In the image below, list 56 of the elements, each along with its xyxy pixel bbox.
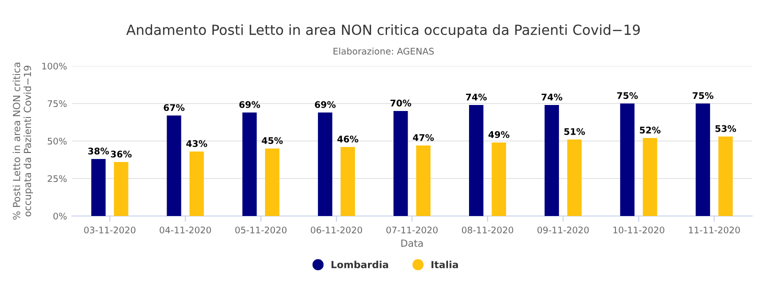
bar [340, 147, 355, 216]
data-label: 51% [564, 128, 585, 135]
data-label: 67% [164, 104, 185, 111]
bar [469, 105, 484, 216]
bar [166, 116, 182, 216]
data-label: 45% [262, 137, 283, 144]
bar [114, 162, 128, 216]
bar [242, 112, 257, 216]
y-axis-title: % Posti Letto in area NON critica occupata da Pazienti Covid−19 [12, 62, 33, 220]
data-label: 70% [390, 100, 412, 106]
legend-label: Italia [432, 260, 458, 268]
data-label: 36% [110, 150, 132, 158]
bar [393, 111, 408, 216]
bar [567, 140, 582, 216]
data-label: 47% [412, 134, 434, 141]
y-tick-label: 100% [42, 62, 67, 70]
bar [620, 104, 635, 216]
y-tick-label: 75% [48, 100, 67, 108]
x-tick-label: 11-11-2020 [688, 226, 740, 234]
bar [544, 105, 559, 216]
data-label: 69% [239, 101, 260, 108]
x-axis-title: Data [401, 240, 423, 247]
x-tick-label: 03-11-2020 [84, 226, 136, 234]
x-tick-label: 10-11-2020 [613, 226, 664, 234]
x-tick-label: 05-11-2020 [235, 226, 287, 234]
chart-subtitle: Elaborazione: AGENAS [334, 48, 434, 55]
data-label: 75% [617, 92, 638, 99]
x-tick-label: 08-11-2020 [462, 226, 514, 234]
bar [416, 146, 431, 216]
bar [265, 148, 280, 216]
y-tick-label: 50% [48, 138, 67, 145]
data-label: 38% [88, 148, 109, 154]
legend-label: Lombardia [332, 260, 388, 268]
x-tick-label: 09-11-2020 [537, 226, 589, 234]
y-tick-label: 25% [48, 175, 67, 182]
data-label: 74% [542, 94, 562, 100]
data-label: 46% [337, 136, 358, 142]
x-tick-label: 07-11-2020 [386, 226, 438, 234]
data-label: 43% [186, 140, 208, 147]
data-label: 69% [314, 101, 336, 108]
bar [91, 159, 106, 216]
bar [642, 138, 658, 216]
data-label: 49% [488, 131, 510, 138]
bar [189, 152, 204, 216]
bar [696, 104, 710, 216]
x-tick-label: 06-11-2020 [310, 226, 362, 234]
data-label: 53% [715, 125, 736, 132]
chart-title: Andamento Posti Letto in area NON critica occupata da Pazienti Covid−19 [126, 24, 640, 38]
bar [718, 136, 733, 216]
data-label: 74% [466, 94, 487, 100]
data-label: 52% [640, 126, 661, 134]
bar [492, 142, 506, 216]
y-tick-label: 0% [53, 212, 67, 220]
data-label: 75% [692, 92, 714, 99]
x-tick-label: 04-11-2020 [160, 226, 211, 234]
bar [318, 112, 332, 216]
